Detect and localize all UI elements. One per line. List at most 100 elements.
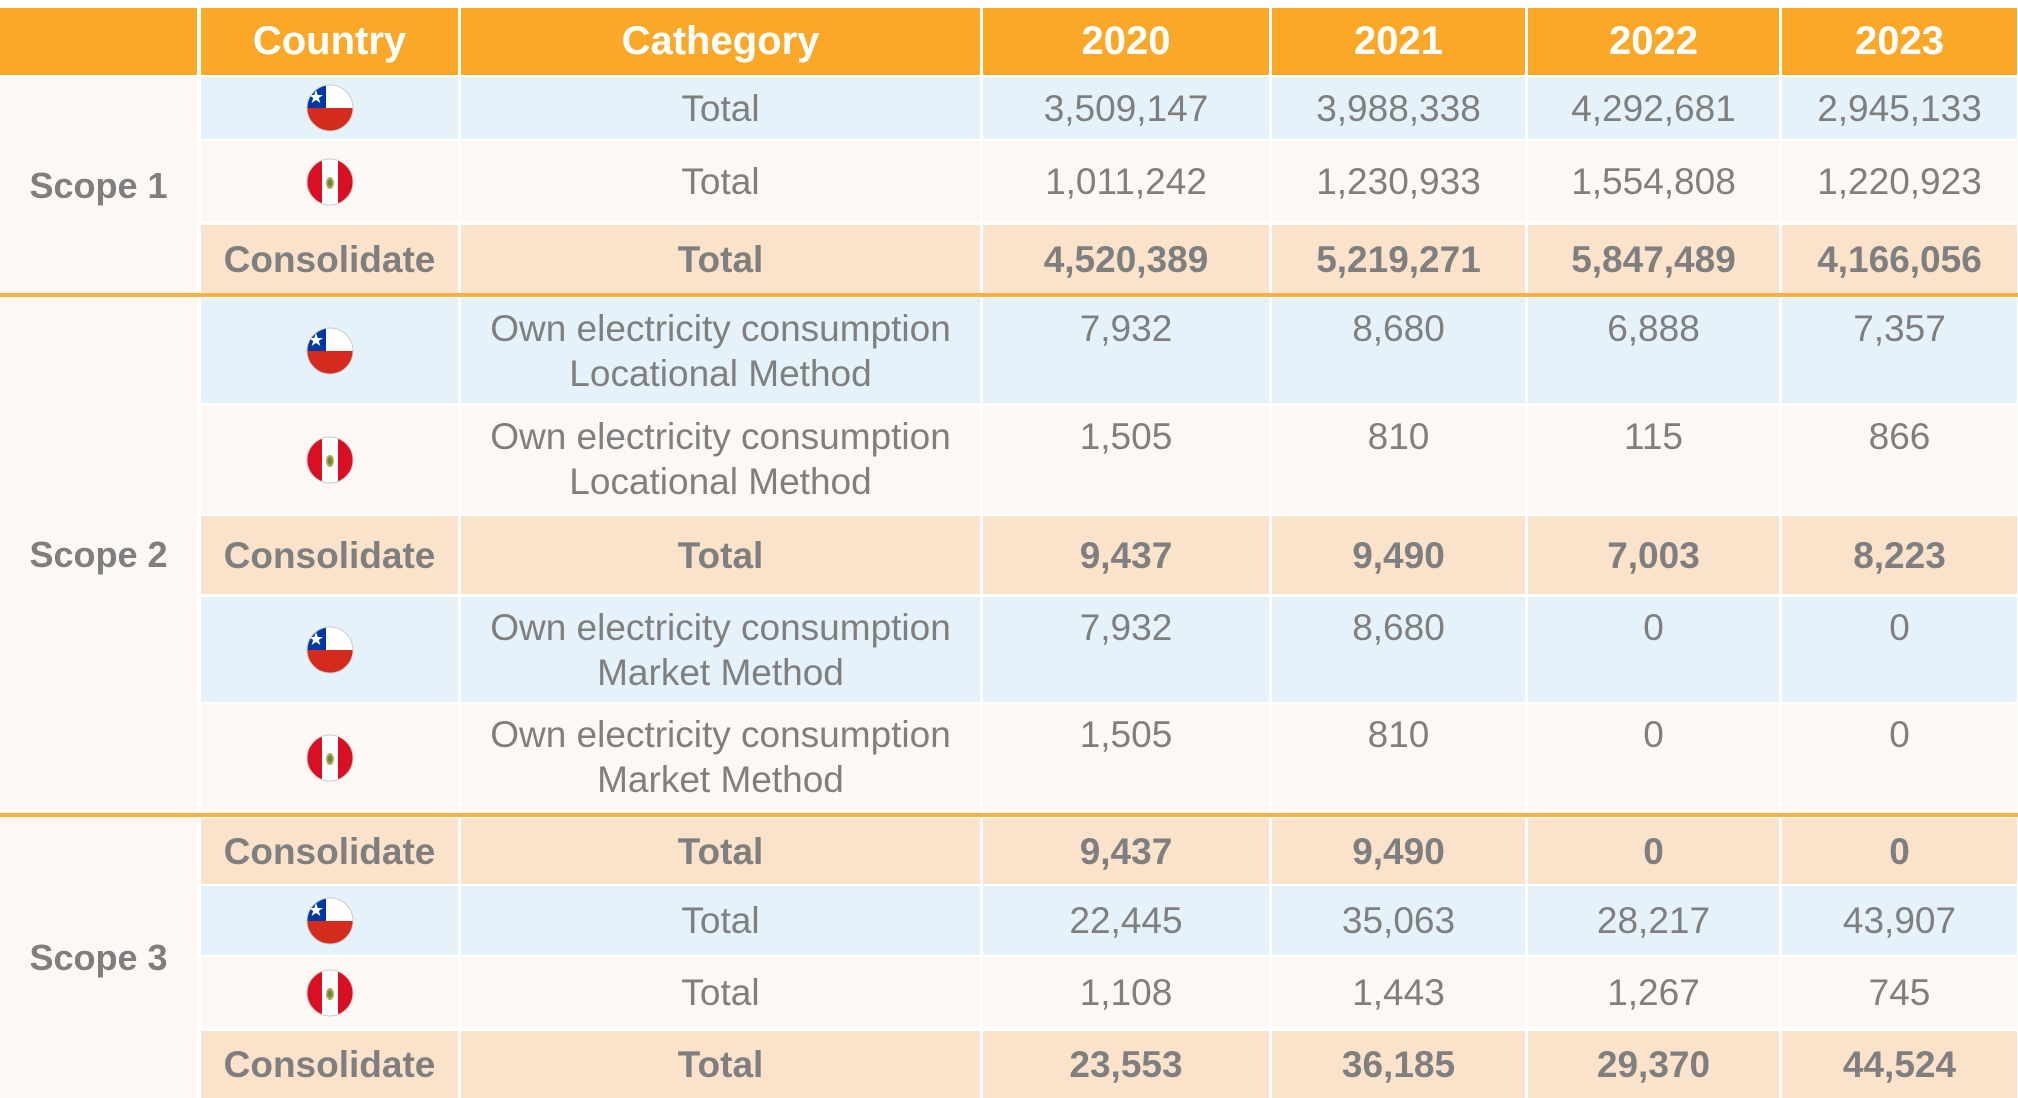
value-cell: 745 <box>1782 957 2017 1028</box>
value-cell: 7,357 <box>1782 298 2017 403</box>
flag-cell <box>201 957 458 1028</box>
value-text: 1,443 <box>1352 972 1445 1013</box>
header-cell: 2023 <box>1782 8 2017 75</box>
country-text: Consolidate <box>223 830 436 872</box>
value-cell: 22,445 <box>983 886 1269 955</box>
value-cell: 1,443 <box>1272 957 1525 1028</box>
value-text: 0 <box>1889 830 1910 872</box>
value-text: 7,003 <box>1607 534 1700 576</box>
value-cell: 43,907 <box>1782 886 2017 955</box>
value-cell: 0 <box>1782 597 2017 702</box>
value-text: 7,932 <box>1079 308 1173 349</box>
value-text: 810 <box>1367 714 1430 755</box>
value-text: 4,166,056 <box>1817 238 1982 280</box>
value-cell: 866 <box>1782 406 2017 514</box>
scope-label: Scope 2 <box>0 297 197 812</box>
value-cell: 36,185 <box>1272 1031 1525 1098</box>
header-text: 2022 <box>1609 19 1698 63</box>
country-cell: Consolidate <box>201 225 458 293</box>
value-text: 1,554,808 <box>1571 161 1736 202</box>
category-text: Own electricity consumption <box>490 714 951 755</box>
flag-cell <box>201 406 458 514</box>
country-text: Consolidate <box>223 238 436 280</box>
value-text: 0 <box>1889 607 1910 648</box>
value-text: 2,945,133 <box>1817 87 1982 129</box>
flag-cell <box>201 141 458 222</box>
value-cell: 4,520,389 <box>983 225 1269 293</box>
header-cell: Country <box>201 8 458 75</box>
scope-text: Scope 3 <box>29 937 168 978</box>
category-text: Locational Method <box>569 353 872 394</box>
value-cell: 1,505 <box>983 406 1269 514</box>
header-text: 2021 <box>1354 19 1443 63</box>
value-cell: 35,063 <box>1272 886 1525 955</box>
value-cell: 9,490 <box>1272 818 1525 884</box>
country-text: Consolidate <box>223 534 436 576</box>
value-text: 4,292,681 <box>1571 87 1736 129</box>
category-text: Total <box>681 87 760 129</box>
country-cell: Consolidate <box>201 818 458 884</box>
value-text: 5,219,271 <box>1316 238 1481 280</box>
value-text: 43,907 <box>1842 900 1957 941</box>
category-text: Own electricity consumption <box>490 308 951 349</box>
value-cell: 0 <box>1782 818 2017 884</box>
value-text: 745 <box>1868 972 1931 1013</box>
value-text: 3,988,338 <box>1316 87 1481 129</box>
category-text: Total <box>681 161 760 202</box>
value-text: 9,437 <box>1079 830 1173 872</box>
value-text: 9,490 <box>1352 534 1445 576</box>
category-cell: Total <box>461 225 980 293</box>
value-cell: 8,680 <box>1272 597 1525 702</box>
header-cell: 2021 <box>1272 8 1525 75</box>
scope-text: Scope 2 <box>29 534 168 575</box>
value-text: 810 <box>1367 416 1430 457</box>
separator <box>0 813 2018 817</box>
category-cell: Total <box>461 141 980 222</box>
flag-cell <box>201 886 458 955</box>
flag-chile <box>306 626 353 673</box>
value-text: 35,063 <box>1341 900 1456 941</box>
scope-text: Scope 1 <box>29 164 168 206</box>
value-text: 3,509,147 <box>1043 87 1209 129</box>
flag-cell <box>201 298 458 403</box>
value-text: 28,217 <box>1596 900 1711 941</box>
header-cell: 2022 <box>1528 8 1779 75</box>
value-cell: 1,554,808 <box>1528 141 1779 222</box>
value-cell: 7,003 <box>1528 516 1779 594</box>
category-text: Total <box>677 830 764 872</box>
header-empty <box>0 8 197 75</box>
category-cell: Total <box>461 77 980 139</box>
value-cell: 5,847,489 <box>1528 225 1779 293</box>
country-text: Consolidate <box>223 1044 436 1085</box>
separator <box>0 293 2018 297</box>
value-cell: 8,223 <box>1782 516 2017 594</box>
category-text: Market Method <box>597 759 844 800</box>
category-text: Own electricity consumption <box>490 607 951 648</box>
value-text: 0 <box>1643 714 1664 755</box>
value-cell: 7,932 <box>983 597 1269 702</box>
value-text: 0 <box>1643 830 1664 872</box>
value-cell: 6,888 <box>1528 298 1779 403</box>
category-text: Total <box>677 238 764 280</box>
category-cell: Total <box>461 1031 980 1098</box>
value-cell: 9,490 <box>1272 516 1525 594</box>
value-cell: 0 <box>1528 704 1779 812</box>
value-text: 7,357 <box>1853 308 1946 349</box>
value-text: 866 <box>1868 416 1931 457</box>
flag-chile <box>306 897 353 944</box>
flag-cell <box>201 77 458 139</box>
category-text: Total <box>681 900 760 941</box>
value-text: 1,230,933 <box>1316 161 1481 202</box>
category-cell: Total <box>461 886 980 955</box>
value-cell: 4,292,681 <box>1528 77 1779 139</box>
value-text: 23,553 <box>1069 1044 1183 1085</box>
flag-chile <box>306 327 353 374</box>
header-text: 2020 <box>1081 19 1171 63</box>
value-text: 1,267 <box>1607 972 1700 1013</box>
value-cell: 8,680 <box>1272 298 1525 403</box>
category-text: Market Method <box>597 652 844 693</box>
value-cell: 44,524 <box>1782 1031 2017 1098</box>
flag-cell <box>201 597 458 702</box>
category-text: Own electricity consumption <box>490 416 951 457</box>
category-cell: Own electricity consumption Locational Me… <box>461 298 980 403</box>
